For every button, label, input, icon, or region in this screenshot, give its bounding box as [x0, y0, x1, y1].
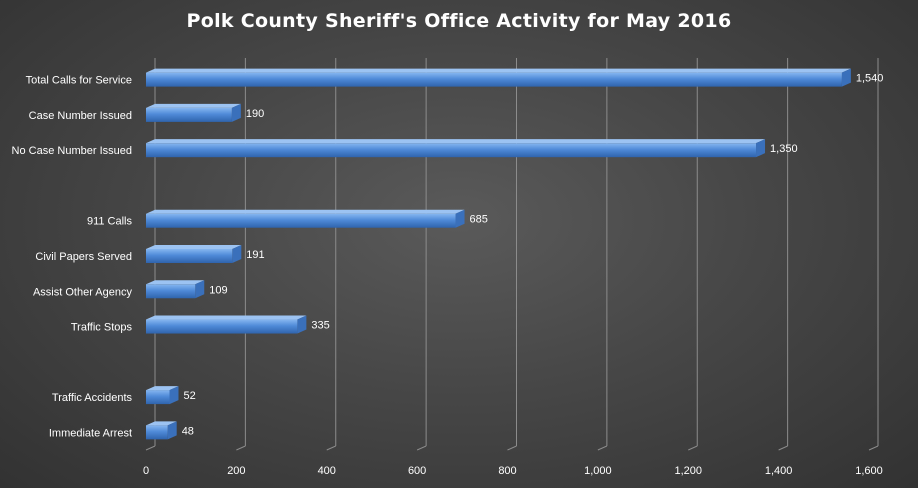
gridline-floor: [416, 445, 427, 451]
data-label: 1,350: [770, 143, 798, 155]
bar-front-face: [146, 249, 233, 263]
bar: [146, 68, 851, 87]
data-label: 685: [470, 214, 488, 226]
bar-front-face: [146, 143, 757, 158]
gridline-floor: [597, 445, 608, 451]
data-label: 1,540: [856, 73, 884, 85]
data-label: 109: [209, 284, 227, 296]
data-label: 48: [182, 425, 194, 437]
x-tick-label: 1,000: [584, 465, 612, 477]
x-tick-label: 1,200: [674, 465, 702, 477]
bar-side-face: [195, 280, 205, 299]
bar-side-face: [455, 209, 465, 228]
x-tick-label: 600: [408, 465, 426, 477]
bar-top-face: [146, 421, 177, 426]
x-tick-label: 1,400: [765, 465, 793, 477]
gridline-floor: [236, 445, 246, 451]
bar-side-face: [297, 315, 307, 334]
bar-top-face: [146, 245, 242, 249]
chart-title: Polk County Sheriff's Office Activity fo…: [186, 10, 732, 32]
bar-front-face: [146, 284, 196, 299]
bar: [146, 421, 177, 440]
bar: [146, 139, 766, 158]
bar-front-face: [146, 319, 298, 334]
data-label: 335: [311, 320, 329, 332]
bar-top-face: [146, 103, 241, 108]
bar-front-face: [146, 390, 170, 405]
category-label: Case Number Issued: [29, 110, 132, 122]
category-label: 911 Calls: [87, 216, 133, 228]
x-tick-label: 1,600: [855, 465, 883, 477]
bar-side-face: [232, 245, 242, 263]
gridline-floor: [778, 445, 788, 451]
bar: [146, 280, 205, 299]
x-tick-label: 400: [318, 465, 336, 477]
gridline-floor: [868, 445, 879, 451]
gridline-floor: [145, 445, 156, 451]
gridline-floor: [688, 445, 698, 451]
bar-front-face: [146, 425, 168, 440]
bar-side-face: [167, 421, 177, 440]
category-label: Immediate Arrest: [49, 427, 132, 439]
bar-side-face: [231, 103, 241, 122]
bar: [146, 209, 465, 228]
bar: [146, 315, 307, 334]
bar: [146, 103, 241, 122]
data-label: 190: [246, 108, 264, 120]
bar-side-face: [756, 139, 766, 158]
category-label: Traffic Stops: [71, 322, 133, 334]
bar-top-face: [146, 315, 307, 320]
bar-front-face: [146, 107, 232, 122]
bar-front-face: [146, 213, 456, 228]
x-tick-label: 0: [143, 465, 149, 477]
category-label: No Case Number Issued: [12, 145, 132, 157]
bar: [146, 386, 179, 405]
bar-front-face: [146, 72, 842, 87]
bar-side-face: [841, 68, 851, 87]
bar-side-face: [169, 386, 179, 405]
data-label: 52: [183, 390, 195, 402]
category-label: Total Calls for Service: [26, 75, 132, 87]
bar: [146, 245, 242, 263]
category-label: Assist Other Agency: [33, 286, 133, 298]
category-label: Civil Papers Served: [35, 251, 132, 263]
bar-top-face: [146, 386, 179, 391]
bar-top-face: [146, 68, 851, 73]
x-tick-label: 800: [498, 465, 516, 477]
bar-top-face: [146, 139, 766, 144]
x-tick-label: 200: [227, 465, 245, 477]
gridline-floor: [326, 445, 336, 451]
bar-top-face: [146, 209, 465, 214]
category-label: Traffic Accidents: [52, 392, 133, 404]
data-label: 191: [246, 249, 264, 261]
gridline-floor: [507, 445, 517, 451]
bar-top-face: [146, 280, 205, 285]
